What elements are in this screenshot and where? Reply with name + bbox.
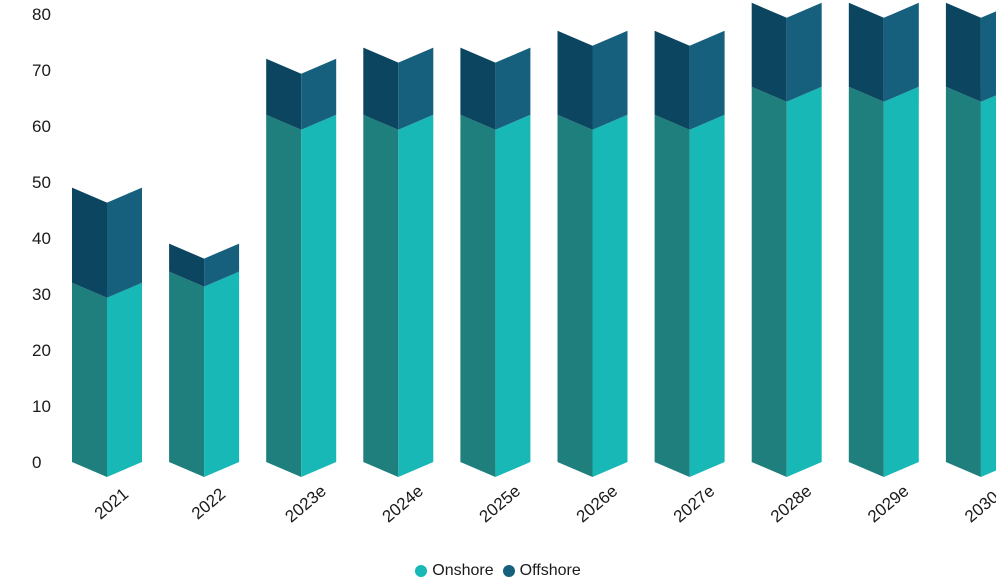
legend-label-onshore: Onshore [432, 562, 494, 579]
y-tick-label: 30 [32, 285, 51, 304]
x-tick-label: 2026e [573, 481, 621, 526]
legend-item-onshore: Onshore [415, 562, 494, 580]
y-tick-label: 60 [32, 117, 51, 136]
bar-offshore-right-face [398, 47, 434, 130]
bar-onshore-right-face [689, 114, 725, 478]
bar-offshore-right-face [495, 47, 531, 130]
onshore-swatch-icon [415, 565, 428, 577]
bar-onshore-left-face [945, 86, 981, 478]
bar-offshore-right-face [786, 2, 822, 102]
bar-offshore-left-face [654, 30, 690, 130]
bar-onshore-left-face [751, 86, 787, 478]
bar-onshore-right-face [495, 114, 531, 478]
bar-onshore-right-face [786, 86, 822, 478]
bar-offshore-right-face [301, 58, 337, 130]
legend-label-offshore: Offshore [519, 562, 581, 579]
bar-offshore-left-face [848, 2, 884, 102]
legend-item-offshore: Offshore [502, 562, 581, 580]
x-tick-label: 2030e [961, 481, 996, 526]
x-tick-label: 2022 [188, 484, 229, 523]
bar-offshore-right-face [107, 187, 142, 298]
bar-onshore-right-face [107, 282, 142, 477]
bar-offshore-left-face [72, 187, 107, 298]
bar-offshore-left-face [945, 2, 981, 102]
bar-onshore-right-face [301, 114, 337, 478]
bar-onshore-right-face [592, 114, 628, 478]
bar-offshore-left-face [363, 47, 399, 130]
x-tick-label: 2025e [476, 481, 524, 526]
bar-offshore-right-face [689, 30, 725, 130]
offshore-swatch-icon [502, 565, 515, 577]
bar-onshore-right-face [980, 95, 996, 477]
y-tick-label: 70 [32, 61, 51, 80]
bar-onshore-left-face [72, 282, 107, 477]
bar-offshore-left-face [460, 47, 496, 130]
bar-offshore-left-face [169, 243, 205, 287]
bar-offshore-right-face [204, 243, 240, 287]
x-tick-label: 2023e [281, 481, 329, 526]
bar-offshore-left-face [266, 58, 302, 130]
x-tick-label: 2029e [864, 481, 912, 526]
y-tick-label: 80 [32, 5, 51, 24]
bar-onshore-right-face [398, 114, 434, 478]
bar-onshore-left-face [266, 114, 302, 478]
bar-onshore-left-face [557, 114, 593, 478]
bar-onshore-left-face [848, 86, 884, 478]
bar-offshore-left-face [557, 30, 593, 130]
bar-offshore-right-face [592, 30, 628, 130]
y-tick-label: 10 [32, 397, 51, 416]
y-tick-label: 20 [32, 341, 51, 360]
legend: Onshore Offshore [0, 562, 996, 580]
bar-onshore-left-face [654, 114, 690, 478]
bar-offshore-right-face [883, 2, 919, 102]
bar-onshore-left-face [363, 114, 399, 478]
bar-offshore-right-face [980, 11, 996, 102]
bar-onshore-right-face [204, 271, 240, 477]
y-tick-label: 40 [32, 229, 51, 248]
y-tick-label: 0 [32, 453, 41, 472]
bar-onshore-left-face [460, 114, 496, 478]
x-tick-label: 2021 [91, 484, 132, 523]
bar-offshore-left-face [751, 2, 787, 102]
x-tick-label: 2028e [767, 481, 815, 526]
bar-onshore-left-face [169, 271, 205, 477]
x-tick-label: 2024e [379, 481, 427, 526]
x-tick-label: 2027e [670, 481, 718, 526]
y-tick-label: 50 [32, 173, 51, 192]
bar-onshore-right-face [883, 86, 919, 478]
